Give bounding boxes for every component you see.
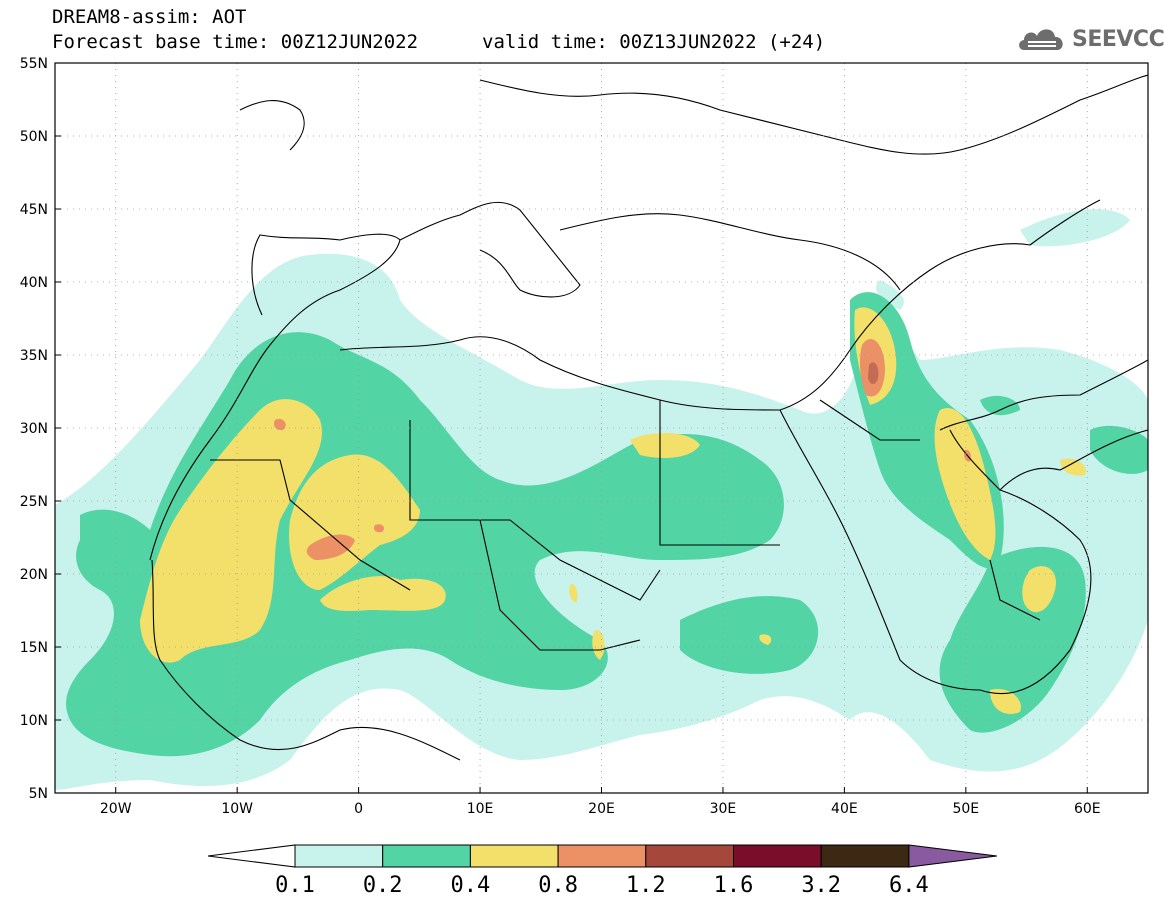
colorbar-segment [645,844,734,868]
longitude-tick-label: 40E [831,801,858,817]
map-title: DREAM8-assim: AOT [52,6,247,28]
longitude-tick-label: 20E [588,801,615,817]
colorbar-segment [557,844,647,868]
seevccc-logo: SEEVCCC [1016,22,1165,56]
longitude-labels: 20W 10W 0 10E 20E 30E 40E 50E 60E [100,787,1101,817]
latitude-tick-label: 20N [20,567,48,583]
latitude-tick-label: 55N [20,56,48,72]
latitude-tick-label: 45N [20,202,48,218]
latitude-tick-label: 5N [29,786,48,802]
longitude-tick-label: 30E [710,801,737,817]
valid-time: valid time: 00Z13JUN2022 (+24) [482,31,826,53]
longitude-tick-label: 10E [467,801,494,817]
colorbar-level-label: 0.4 [451,873,491,898]
colorbar-level-label: 0.2 [363,873,403,898]
latitude-tick-label: 10N [20,713,48,729]
latitude-tick-label: 50N [20,129,48,145]
latitude-tick-label: 40N [20,275,48,291]
colorbar-level-label: 1.6 [714,873,754,898]
colorbar-level-label: 3.2 [801,873,841,898]
colorbar-level-label: 1.2 [626,873,666,898]
colorbar-level-label: 6.4 [889,873,929,898]
colorbar [207,844,997,868]
colorbar-level-label: 0.8 [538,873,578,898]
colorbar-segment [820,844,910,868]
longitude-tick-label: 50E [952,801,979,817]
aot-band-1-2 [868,362,879,384]
latitude-tick-label: 35N [20,348,48,364]
colorbar-labels: 0.1 0.2 0.4 0.8 1.2 1.6 3.2 6.4 [275,873,929,898]
longitude-tick-label: 0 [354,801,363,817]
latitude-tick-label: 15N [20,640,48,656]
colorbar-segment [294,844,384,868]
latitude-labels: 55N 50N 45N 40N 35N 30N 25N 20N 15N 10N 5N [20,56,61,802]
longitude-tick-label: 10W [221,801,253,817]
colorbar-over-triangle [908,844,997,868]
longitude-tick-label: 20W [100,801,132,817]
graticule [55,63,1148,793]
aot-contour-field [55,209,1148,790]
colorbar-level-label: 0.1 [275,873,315,898]
colorbar-segment [382,844,471,868]
colorbar-under-triangle [207,844,296,868]
colorbar-segment [469,844,559,868]
latitude-tick-label: 25N [20,494,48,510]
latitude-tick-label: 30N [20,421,48,437]
colorbar-segment [733,844,822,868]
longitude-tick-label: 60E [1074,801,1101,817]
aot-band-0-4 [140,307,1086,714]
cloud-logo-icon [1019,29,1063,50]
coastlines-borders [149,74,1148,761]
forecast-base-time: Forecast base time: 00Z12JUN2022 [52,31,419,53]
logo-text: SEEVCCC [1072,26,1165,52]
